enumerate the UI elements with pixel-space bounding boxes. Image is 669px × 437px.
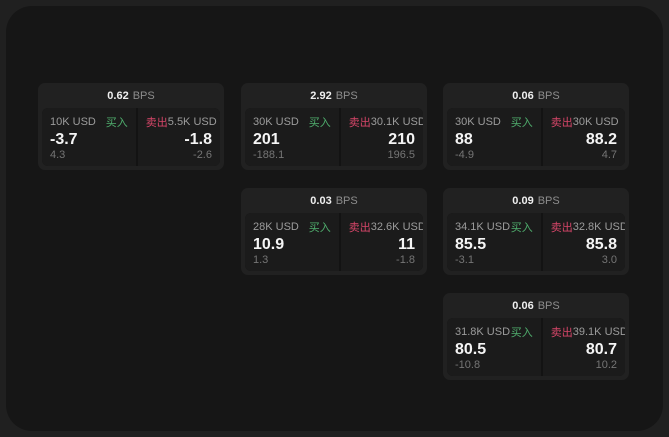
quote-card: 0.06 BPS 30K USD 买入 88 -4.9 卖出 30K USD 8… [443,83,629,170]
buy-label: 买入 [510,117,533,129]
card-header: 2.92 BPS [245,83,423,108]
sell-notional: 32.6K USD [370,221,423,233]
sell-panel[interactable]: 卖出 39.1K USD 80.7 10.2 [542,318,625,376]
buy-delta: -188.1 [253,149,285,161]
buy-notional: 31.8K USD [455,326,511,338]
sell-value: 88.2 [585,130,617,148]
buy-value: 10.9 [253,235,285,253]
quote-panels: 31.8K USD 买入 80.5 -10.8 卖出 39.1K USD 80.… [447,318,625,376]
buy-delta: -10.8 [455,359,481,371]
buy-panel[interactable]: 30K USD 买入 88 -4.9 [447,108,541,166]
sell-label: 卖出 [550,327,573,339]
sell-delta: 196.5 [387,149,415,161]
buy-label: 买入 [510,327,533,339]
buy-delta: 1.3 [253,254,269,266]
buy-label: 买入 [308,117,331,129]
buy-panel[interactable]: 10K USD 买入 -3.7 4.3 [42,108,136,166]
buy-delta: -3.1 [455,254,474,266]
bps-unit-label: BPS [335,194,358,207]
buy-notional: 34.1K USD [455,221,511,233]
buy-panel[interactable]: 34.1K USD 买入 85.5 -3.1 [447,213,541,271]
buy-label: 买入 [308,222,331,234]
buy-value: 201 [253,130,280,148]
bps-unit-label: BPS [537,194,560,207]
sell-notional: 30K USD [572,116,619,128]
bps-value: 0.09 [512,194,534,207]
buy-notional: 30K USD [253,116,299,128]
sell-label: 卖出 [145,117,168,129]
buy-value: 80.5 [455,340,487,358]
quote-panels: 30K USD 买入 201 -188.1 卖出 30.1K USD 210 1… [245,108,423,166]
sell-panel[interactable]: 卖出 32.6K USD 11 -1.8 [340,213,423,271]
quote-panels: 28K USD 买入 10.9 1.3 卖出 32.6K USD 11 -1.8 [245,213,423,271]
buy-value: -3.7 [50,130,78,148]
bps-value: 0.06 [512,299,534,312]
quote-card: 0.62 BPS 10K USD 买入 -3.7 4.3 卖出 5.5K USD… [38,83,224,170]
sell-panel[interactable]: 卖出 32.8K USD 85.8 3.0 [542,213,625,271]
bps-unit-label: BPS [132,89,155,102]
quote-card: 2.92 BPS 30K USD 买入 201 -188.1 卖出 30.1K … [241,83,427,170]
sell-notional: 39.1K USD [572,326,625,338]
bps-value: 0.03 [310,194,332,207]
sell-value: -1.8 [184,130,212,148]
quote-card: 0.09 BPS 34.1K USD 买入 85.5 -3.1 卖出 32.8K… [443,188,629,275]
buy-label: 买入 [105,117,128,129]
buy-delta: 4.3 [50,149,66,161]
sell-value: 11 [398,235,415,253]
quote-card: 0.03 BPS 28K USD 买入 10.9 1.3 卖出 32.6K US… [241,188,427,275]
sell-label: 卖出 [348,222,371,234]
sell-delta: 4.7 [601,149,617,161]
sell-notional: 5.5K USD [167,116,217,128]
card-header: 0.06 BPS [447,83,625,108]
bps-unit-label: BPS [537,89,560,102]
buy-value: 88 [455,130,473,148]
sell-panel[interactable]: 卖出 30K USD 88.2 4.7 [542,108,625,166]
quote-panels: 10K USD 买入 -3.7 4.3 卖出 5.5K USD -1.8 -2.… [42,108,220,166]
card-header: 0.06 BPS [447,293,625,318]
buy-value: 85.5 [455,235,487,253]
buy-panel[interactable]: 31.8K USD 买入 80.5 -10.8 [447,318,541,376]
buy-delta: -4.9 [455,149,474,161]
quote-panels: 30K USD 买入 88 -4.9 卖出 30K USD 88.2 4.7 [447,108,625,166]
sell-panel[interactable]: 卖出 30.1K USD 210 196.5 [340,108,423,166]
sell-delta: -2.6 [193,149,212,161]
card-header: 0.03 BPS [245,188,423,213]
bps-value: 2.92 [310,89,332,102]
quote-card: 0.06 BPS 31.8K USD 买入 80.5 -10.8 卖出 39.1… [443,293,629,380]
buy-notional: 10K USD [50,116,96,128]
buy-notional: 30K USD [455,116,501,128]
bps-unit-label: BPS [335,89,358,102]
sell-delta: -1.8 [396,254,415,266]
sell-value: 80.7 [585,340,617,358]
bps-unit-label: BPS [537,299,560,312]
card-header: 0.09 BPS [447,188,625,213]
sell-value: 85.8 [585,235,617,253]
quote-panels: 34.1K USD 买入 85.5 -3.1 卖出 32.8K USD 85.8… [447,213,625,271]
sell-label: 卖出 [550,222,573,234]
sell-panel[interactable]: 卖出 5.5K USD -1.8 -2.6 [137,108,220,166]
bps-value: 0.06 [512,89,534,102]
buy-label: 买入 [510,222,533,234]
sell-label: 卖出 [550,117,573,129]
sell-label: 卖出 [348,117,371,129]
card-header: 0.62 BPS [42,83,220,108]
sell-notional: 32.8K USD [572,221,625,233]
buy-panel[interactable]: 28K USD 买入 10.9 1.3 [245,213,339,271]
sell-delta: 10.2 [595,359,617,371]
buy-panel[interactable]: 30K USD 买入 201 -188.1 [245,108,339,166]
sell-value: 210 [388,130,415,148]
buy-notional: 28K USD [253,221,299,233]
bps-value: 0.62 [107,89,129,102]
sell-delta: 3.0 [601,254,617,266]
sell-notional: 30.1K USD [370,116,423,128]
